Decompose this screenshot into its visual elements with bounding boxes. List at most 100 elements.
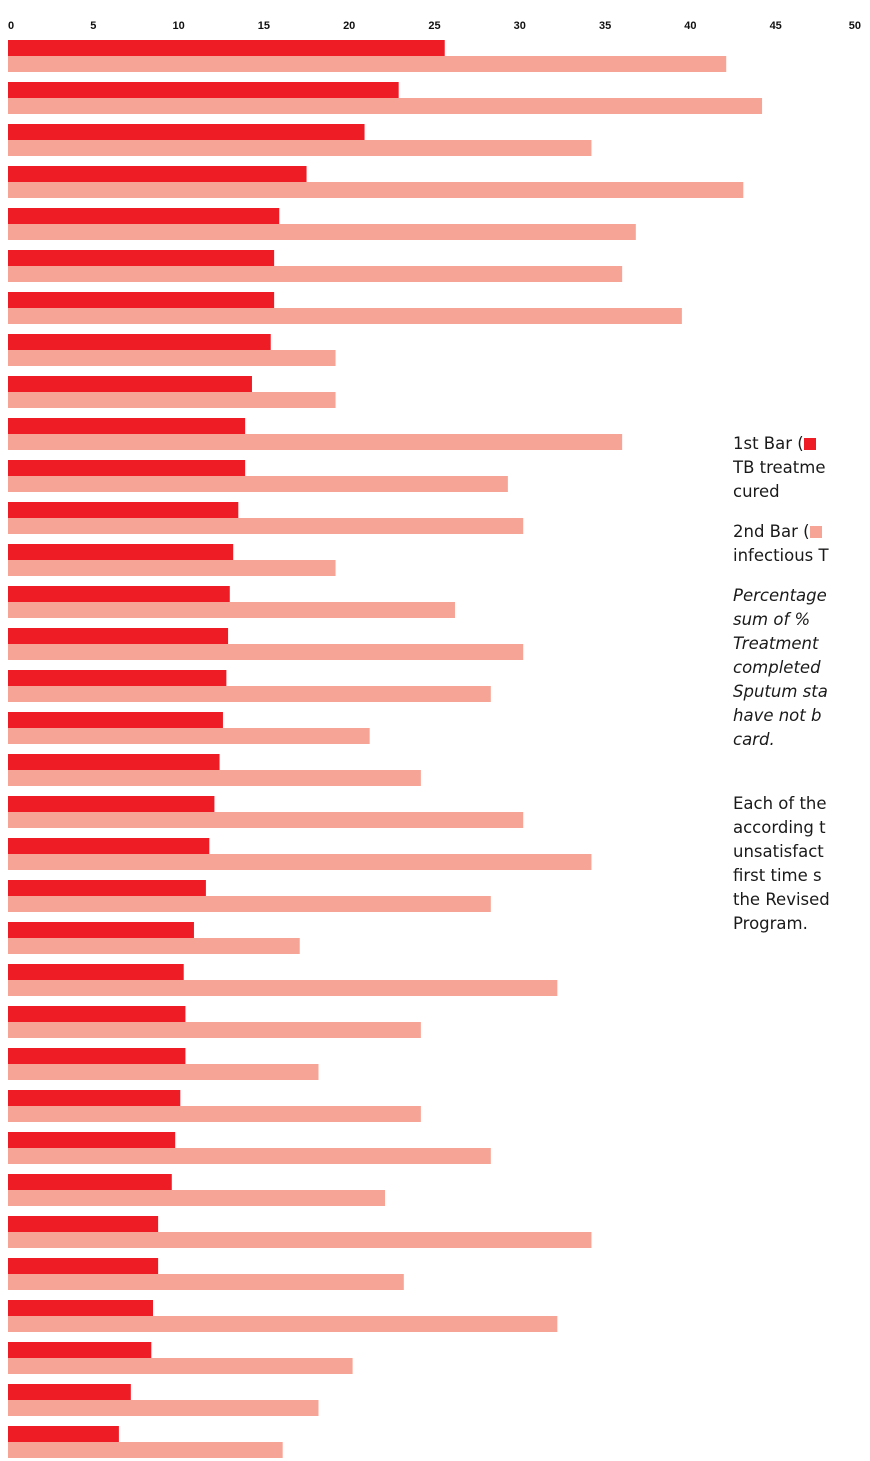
bar-series-1-row-12 [8,502,239,518]
bar-series-1-row-24 [8,1006,186,1022]
tick-label-0: 0 [8,20,14,32]
desc-line-5: the Revised [733,890,830,909]
bar-series-1-row-7 [8,292,275,308]
bar-series-2-row-31 [8,1316,558,1332]
bar-series-1-row-6 [8,250,275,266]
bar-series-1-row-10 [8,418,246,434]
bar-series-1-row-19 [8,796,215,812]
bar-series-2-row-27 [8,1148,491,1164]
bar-series-1-row-26 [8,1090,181,1106]
legend-series-2-desc: infectious T [733,546,829,565]
bar-series-2-row-11 [8,476,508,492]
bar-series-2-row-24 [8,1022,421,1038]
bar-series-2-row-32 [8,1358,353,1374]
bar-series-1-row-11 [8,460,246,476]
bar-series-1-row-1 [8,40,445,56]
bar-series-2-row-30 [8,1274,404,1290]
legend-series-1: 1st Bar ( TB treatme cured [733,432,870,504]
bar-series-2-row-7 [8,308,682,324]
bar-series-1-row-30 [8,1258,159,1274]
desc-line-3: unsatisfact [733,842,824,861]
bar-series-2-row-33 [8,1400,319,1416]
tick-label-35: 35 [599,20,611,32]
legend-series-1-desc-2: cured [733,482,780,501]
bar-series-1-row-4 [8,166,307,182]
bar-series-2-row-23 [8,980,558,996]
bar-series-1-row-21 [8,880,206,896]
bar-series-2-row-34 [8,1442,283,1458]
bar-series-1-row-27 [8,1132,176,1148]
bar-series-1-row-9 [8,376,252,392]
bar-series-1-row-34 [8,1426,119,1442]
bar-series-2-row-26 [8,1106,421,1122]
tick-label-45: 45 [770,20,782,32]
bar-series-1-row-29 [8,1216,159,1232]
bar-series-2-row-14 [8,602,455,618]
bar-series-2-row-25 [8,1064,319,1080]
bar-series-2-row-16 [8,686,491,702]
bar-series-2-row-1 [8,56,727,72]
bar-series-2-row-21 [8,896,491,912]
tick-label-30: 30 [514,20,526,32]
note-line-5: Sputum sta [733,682,828,701]
bar-series-1-row-18 [8,754,220,770]
tick-label-10: 10 [172,20,184,32]
legend: 1st Bar ( TB treatme cured 2nd Bar ( inf… [733,432,870,952]
legend-note: Percentage sum of % Treatment completed … [733,584,870,752]
note-line-2: sum of % [733,610,811,629]
bar-series-1-row-8 [8,334,271,350]
bar-series-1-row-15 [8,628,229,644]
note-line-4: completed [733,658,821,677]
bar-series-2-row-19 [8,812,524,828]
bar-series-2-row-28 [8,1190,386,1206]
tick-label-20: 20 [343,20,355,32]
bar-series-1-row-13 [8,544,234,560]
bars [8,40,763,1458]
x-axis-ticks: 0 5 10 15 20 25 30 35 40 45 50 [8,20,861,32]
bar-series-2-row-4 [8,182,744,198]
desc-line-4: first time s [733,866,822,885]
legend-description: Each of the according t unsatisfact firs… [733,792,870,936]
bar-series-2-row-12 [8,518,524,534]
tick-label-15: 15 [258,20,270,32]
bar-series-1-row-17 [8,712,223,728]
bar-series-2-row-15 [8,644,524,660]
note-line-6: have not b [733,706,822,725]
desc-line-6: Program. [733,914,808,933]
bar-series-1-row-14 [8,586,230,602]
tick-label-5: 5 [90,20,96,32]
tick-label-50: 50 [849,20,861,32]
bar-series-2-row-3 [8,140,592,156]
bar-series-1-row-32 [8,1342,152,1358]
tick-label-25: 25 [428,20,440,32]
bar-series-1-row-22 [8,922,194,938]
legend-series-1-desc: TB treatme [733,458,826,477]
bar-series-1-row-3 [8,124,365,140]
desc-line-1: Each of the [733,794,827,813]
bar-series-1-row-23 [8,964,184,980]
bar-series-2-row-9 [8,392,336,408]
note-line-3: Treatment [733,634,819,653]
bar-series-1-row-16 [8,670,227,686]
bar-series-2-row-6 [8,266,623,282]
bar-series-1-row-2 [8,82,399,98]
bar-series-1-row-5 [8,208,280,224]
desc-line-2: according t [733,818,826,837]
legend-series-2-label: 2nd Bar ( [733,522,810,541]
bar-series-2-row-20 [8,854,592,870]
bar-series-1-row-20 [8,838,210,854]
bar-series-2-row-2 [8,98,763,114]
legend-swatch-2 [809,526,822,538]
bar-series-1-row-31 [8,1300,154,1316]
bar-series-2-row-5 [8,224,636,240]
tick-label-40: 40 [684,20,696,32]
legend-series-1-label: 1st Bar ( [733,434,804,453]
bar-series-2-row-18 [8,770,421,786]
bar-series-1-row-33 [8,1384,131,1400]
bar-series-2-row-8 [8,350,336,366]
legend-series-2: 2nd Bar ( infectious T [733,520,870,568]
bar-series-1-row-28 [8,1174,172,1190]
note-line-1: Percentage [733,586,827,605]
note-line-7: card. [733,730,775,749]
